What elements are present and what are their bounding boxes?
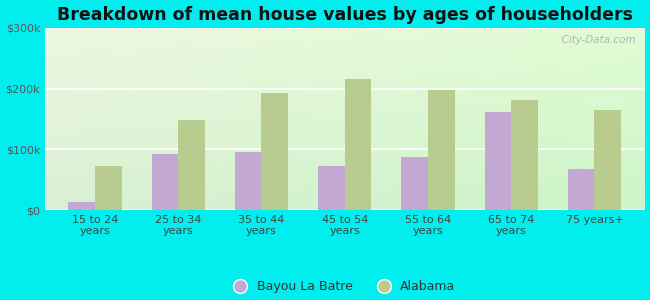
Title: Breakdown of mean house values by ages of householders: Breakdown of mean house values by ages o… (57, 6, 632, 24)
Bar (401, 157, 428, 210)
Bar (68, 202, 95, 210)
Legend: Bayou La Batre, Alabama: Bayou La Batre, Alabama (229, 275, 460, 298)
Bar (568, 169, 595, 210)
Bar (261, 93, 288, 210)
Bar (344, 80, 371, 210)
Bar (95, 166, 122, 210)
Bar (235, 152, 261, 210)
Bar (485, 112, 512, 210)
Bar (428, 90, 454, 210)
Text: City-Data.com: City-Data.com (555, 35, 636, 45)
Bar (178, 120, 205, 210)
Bar (595, 110, 621, 210)
Bar (512, 100, 538, 210)
Bar (151, 154, 178, 210)
Bar (318, 166, 344, 210)
